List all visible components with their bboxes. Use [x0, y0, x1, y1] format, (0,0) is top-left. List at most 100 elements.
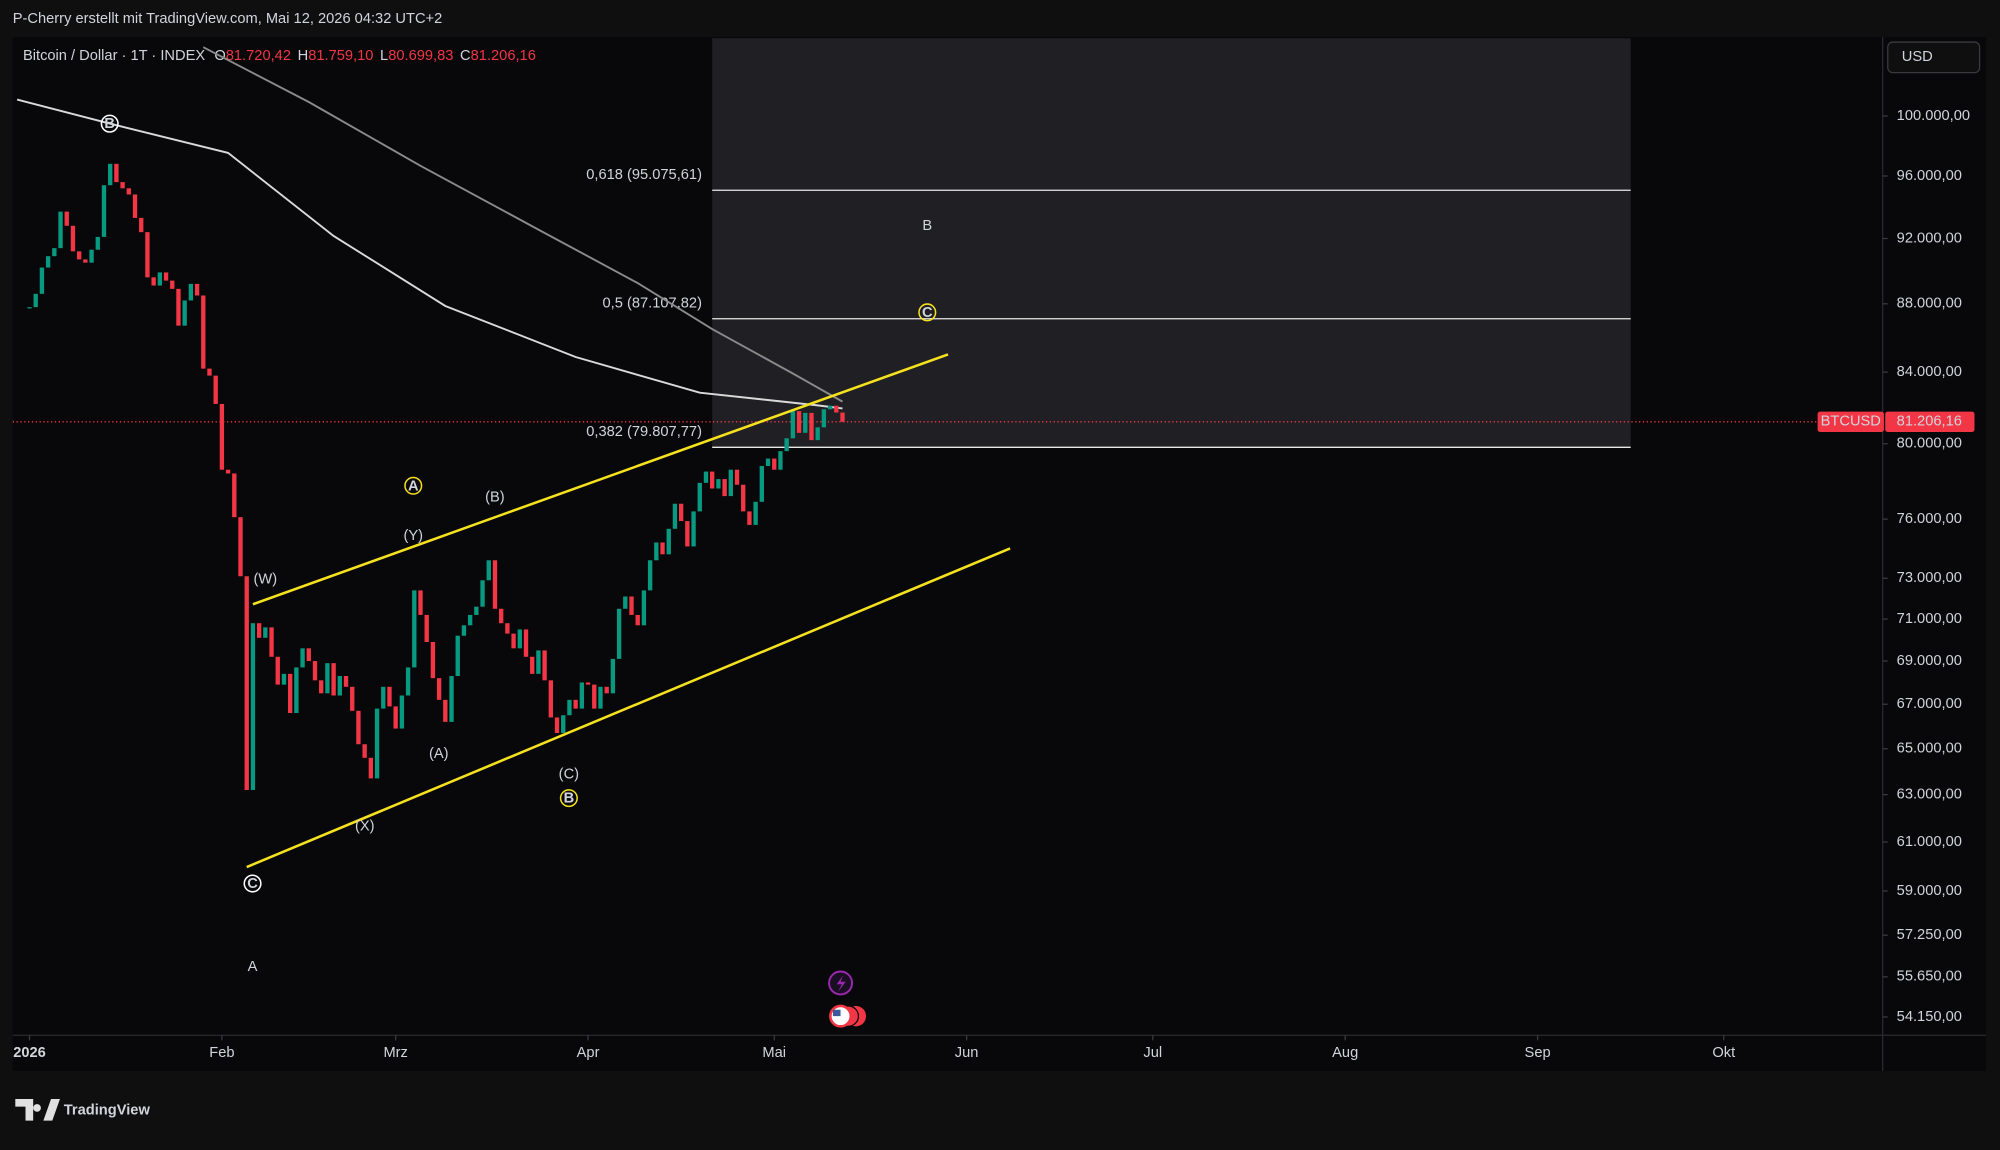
candle — [840, 412, 845, 422]
fib-label: 0,382 (79.807,77) — [586, 424, 702, 440]
wave-label: C — [922, 305, 933, 321]
candle — [461, 625, 467, 636]
candle — [399, 695, 405, 729]
x-tick-label: Jul — [1143, 1045, 1162, 1061]
wave-circle — [404, 476, 423, 495]
candle — [412, 590, 417, 668]
candle — [337, 676, 342, 696]
candle — [405, 667, 411, 696]
candle — [300, 648, 305, 668]
candle — [685, 521, 690, 547]
y-tick-label: 69.000,00 — [1897, 653, 1962, 669]
wave-label: (B) — [485, 490, 505, 506]
y-tick-label: 76.000,00 — [1897, 511, 1962, 527]
fib-label: 0,5 (87.107,82) — [603, 295, 702, 311]
candle — [480, 580, 485, 607]
currency-button[interactable] — [1887, 41, 1981, 74]
candle — [356, 710, 361, 745]
y-tick-label: 96.000,00 — [1897, 168, 1962, 184]
candle — [170, 280, 175, 289]
candle — [567, 699, 572, 716]
candle — [387, 686, 392, 707]
candle — [331, 663, 336, 696]
candle — [672, 503, 678, 529]
candle — [542, 650, 547, 681]
y-tick-label: 71.000,00 — [1897, 611, 1962, 627]
x-tick-label: Aug — [1332, 1045, 1358, 1061]
candle — [430, 641, 436, 679]
candle — [573, 699, 578, 709]
y-tick-label: 92.000,00 — [1897, 230, 1962, 246]
candle — [467, 614, 473, 626]
lightning — [836, 975, 846, 992]
candle — [194, 283, 200, 296]
wave-label: B — [104, 116, 115, 132]
wave-label: B — [564, 791, 575, 807]
ohlc-value: 81.759,10 — [308, 48, 373, 64]
candle — [803, 412, 808, 433]
y-tick-label: 57.250,00 — [1897, 927, 1962, 943]
candle — [753, 501, 758, 525]
candle — [225, 469, 231, 474]
ohlc-value: 80.699,83 — [388, 48, 453, 64]
candle — [548, 680, 553, 718]
candle — [114, 163, 119, 183]
candle — [219, 403, 225, 470]
candle — [139, 217, 144, 233]
wave-label: A — [408, 478, 419, 494]
candle — [616, 608, 622, 659]
wave-label: (C) — [559, 766, 579, 782]
candle — [765, 458, 771, 466]
candle — [343, 676, 349, 687]
symbol: Bitcoin / Dollar · 1T · INDEX — [23, 48, 205, 64]
channel-line — [252, 353, 949, 606]
candle — [126, 188, 131, 195]
candle — [734, 469, 740, 485]
wave-label: (W) — [253, 571, 277, 587]
candle — [691, 511, 696, 547]
attribution: P-Cherry erstellt mit TradingView.com, M… — [13, 11, 443, 27]
candle — [188, 283, 194, 301]
candle — [58, 211, 63, 249]
candle — [294, 667, 299, 714]
candle — [176, 288, 181, 326]
candle — [70, 225, 76, 252]
candle — [76, 251, 82, 260]
currency[interactable]: USD — [1902, 49, 1933, 65]
candle — [163, 272, 169, 281]
candle — [561, 715, 566, 734]
y-tick-label: 80.000,00 — [1897, 436, 1962, 452]
y-tick-label: 100.000,00 — [1897, 108, 1970, 124]
candle — [418, 590, 423, 615]
candle — [834, 405, 839, 413]
ohlc-key: L — [380, 48, 388, 64]
candle — [455, 635, 460, 677]
candle — [505, 623, 510, 634]
candle — [784, 438, 789, 452]
x-tick-label: Mai — [762, 1045, 786, 1061]
candle — [287, 673, 293, 714]
candle — [486, 560, 491, 581]
candle — [623, 596, 628, 609]
candle — [815, 427, 820, 441]
candle — [238, 517, 243, 577]
candle — [474, 606, 479, 615]
y-tick-label: 67.000,00 — [1897, 696, 1962, 712]
candle — [598, 686, 603, 709]
candle — [45, 256, 51, 268]
legend-line: Bitcoin / Dollar · 1T · INDEX O81.720,42… — [23, 48, 536, 64]
candle — [120, 182, 125, 189]
flag — [832, 1009, 841, 1017]
candle — [790, 411, 796, 439]
candle — [232, 473, 237, 518]
candle — [393, 706, 398, 729]
candle — [250, 623, 256, 790]
wave-circle — [918, 303, 937, 322]
last-price-box — [1885, 411, 1975, 433]
last-price-label: 81.206,16 — [1897, 414, 1962, 430]
candle — [436, 678, 442, 700]
last-price-symbol-box — [1817, 411, 1884, 433]
candle — [635, 614, 640, 626]
candle — [517, 629, 522, 649]
candle — [536, 650, 541, 674]
